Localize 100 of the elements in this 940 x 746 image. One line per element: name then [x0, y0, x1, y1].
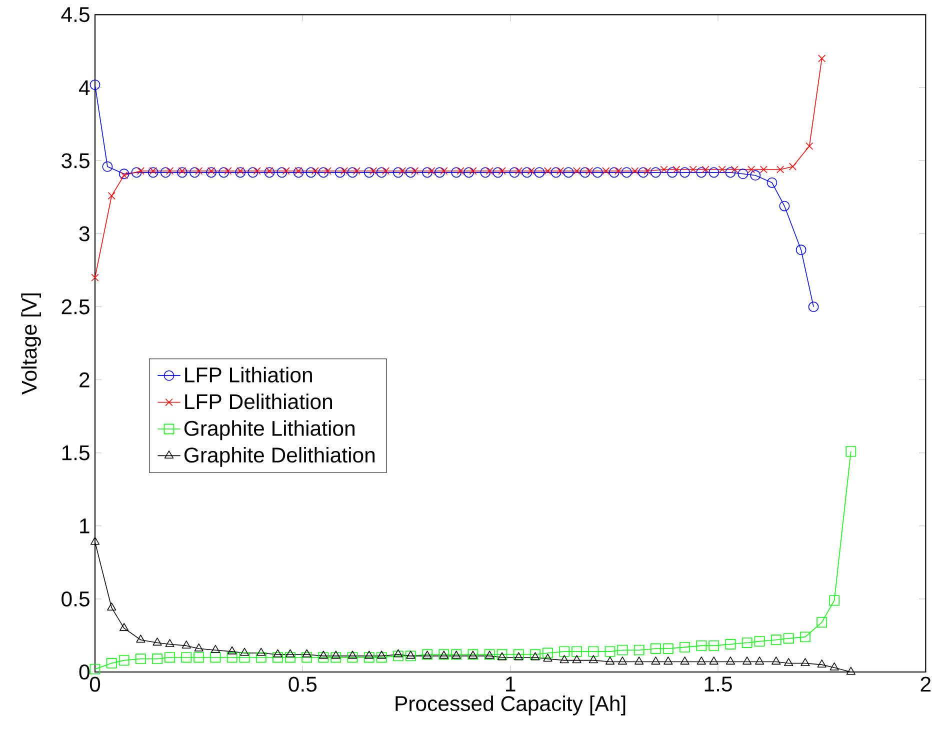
point: [189, 167, 200, 178]
point: [580, 167, 590, 178]
point: [830, 662, 839, 670]
point: [469, 167, 477, 175]
point: [829, 595, 840, 606]
point: [210, 644, 220, 653]
point: [118, 655, 130, 666]
point: [726, 656, 736, 665]
point: [120, 172, 128, 180]
point: [708, 167, 720, 178]
point: [311, 167, 319, 175]
point: [208, 167, 216, 175]
point: [689, 166, 697, 174]
point: [364, 652, 374, 663]
point: [102, 161, 113, 172]
point: [800, 658, 810, 666]
point: [398, 167, 406, 175]
point: [306, 167, 316, 178]
point: [796, 244, 806, 256]
point: [651, 656, 660, 665]
point: [638, 167, 648, 178]
point: [226, 652, 238, 663]
point: [543, 654, 552, 662]
point: [218, 167, 229, 178]
point: [534, 167, 545, 178]
x-axis-title: Processed Capacity [Ah]: [396, 696, 626, 716]
point: [770, 634, 782, 646]
point: [90, 536, 100, 545]
point: [514, 652, 524, 660]
point: [434, 167, 445, 178]
point: [324, 167, 332, 175]
x-tick-label: 1.5: [704, 676, 732, 692]
point: [135, 654, 146, 664]
point: [253, 167, 261, 175]
x-tick-label: 1: [506, 676, 516, 692]
y-tick-label: 4: [78, 80, 90, 96]
point: [256, 652, 266, 663]
point: [592, 167, 603, 178]
y-tick-label: 1: [80, 518, 90, 534]
point: [107, 602, 116, 611]
point: [750, 170, 761, 181]
point: [696, 640, 707, 651]
point: [604, 646, 616, 657]
x-tick-label: 0: [90, 676, 100, 692]
point: [440, 167, 448, 175]
point: [808, 302, 819, 312]
point: [816, 617, 828, 628]
point: [236, 167, 244, 175]
point: [131, 167, 142, 178]
point: [120, 622, 129, 631]
point: [364, 650, 374, 659]
point: [347, 652, 358, 663]
point: [331, 650, 340, 659]
point: [527, 167, 535, 175]
point: [302, 652, 312, 663]
point: [766, 177, 778, 188]
point: [264, 167, 275, 178]
point: [182, 640, 191, 649]
point: [480, 167, 491, 178]
point: [149, 167, 157, 175]
point: [451, 167, 462, 178]
point: [382, 167, 390, 175]
point: [818, 54, 826, 62]
point: [588, 646, 599, 657]
point: [136, 167, 144, 175]
point: [634, 644, 644, 656]
point: [248, 167, 258, 178]
legend-label: Graphite Lithiation: [184, 420, 354, 440]
point: [800, 632, 810, 642]
point: [738, 168, 748, 180]
legend-label: LFP Delithiation: [185, 394, 332, 410]
point: [318, 650, 328, 659]
point: [394, 649, 403, 658]
point: [334, 167, 346, 178]
point: [498, 167, 506, 175]
point: [428, 167, 436, 175]
point: [650, 643, 661, 654]
point: [364, 167, 374, 178]
x-tick-label: 0.5: [288, 676, 317, 692]
y-tick-label: 1.5: [62, 445, 90, 460]
point: [708, 640, 720, 651]
point: [667, 167, 678, 178]
point: [90, 664, 100, 674]
point: [572, 167, 581, 175]
point: [742, 656, 752, 665]
point: [572, 646, 582, 657]
legend-label: Graphite Delithiation: [184, 447, 375, 467]
point: [742, 638, 752, 648]
point: [422, 167, 432, 178]
point: [718, 166, 726, 174]
point: [696, 167, 707, 178]
point: [522, 167, 532, 178]
point: [644, 167, 652, 175]
point: [650, 167, 661, 178]
point: [136, 634, 146, 643]
point: [779, 200, 790, 212]
point: [285, 652, 296, 663]
point: [411, 167, 419, 175]
point: [754, 656, 764, 665]
point: [784, 658, 794, 666]
